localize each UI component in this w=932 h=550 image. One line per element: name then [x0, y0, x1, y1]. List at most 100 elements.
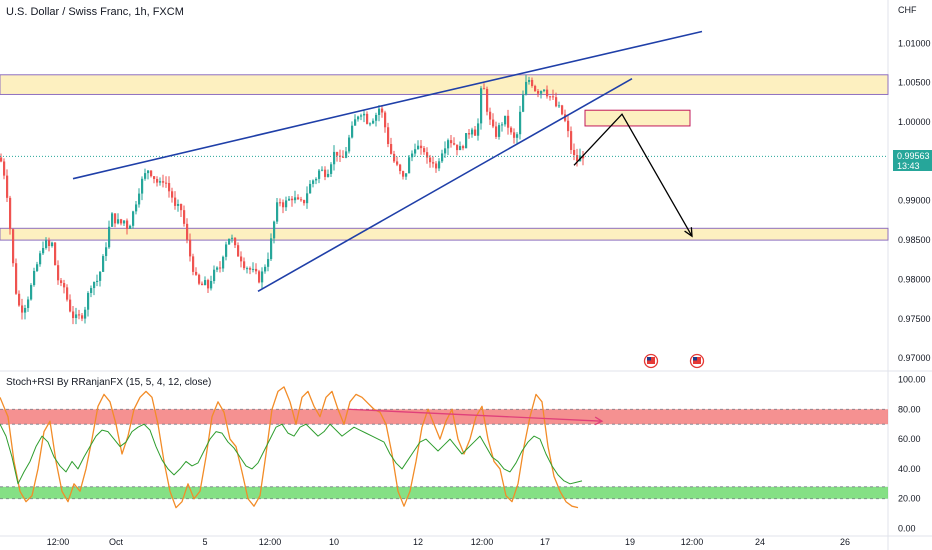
candle-body — [216, 267, 219, 270]
candle-body — [84, 309, 87, 319]
candle-body — [258, 271, 261, 283]
candle-body — [255, 268, 258, 272]
candle-body — [177, 203, 180, 206]
candle-body — [306, 193, 309, 204]
candle-body — [165, 182, 168, 184]
candle-body — [300, 199, 303, 201]
candle-body — [201, 283, 204, 286]
candle-body — [420, 145, 423, 149]
divergence-arrowhead — [594, 416, 604, 426]
candle-body — [435, 163, 438, 169]
candle-body — [54, 242, 57, 266]
candle-body — [57, 265, 60, 281]
candle-body — [336, 151, 339, 156]
candle-body — [348, 137, 351, 152]
overbought-band — [0, 409, 888, 425]
candle-body — [120, 219, 123, 224]
candle-body — [507, 115, 510, 128]
candle-body — [513, 132, 516, 138]
candle-body — [108, 226, 111, 248]
candle-body — [561, 105, 564, 115]
candle-body — [327, 173, 330, 177]
candle-body — [213, 269, 216, 282]
candle-body — [495, 126, 498, 137]
candle-body — [60, 280, 63, 284]
candle-body — [387, 127, 390, 145]
candle-body — [261, 271, 264, 283]
candle-body — [324, 169, 327, 177]
candle-body — [369, 123, 372, 125]
candle-body — [159, 181, 162, 183]
candle-body — [39, 253, 42, 265]
candle-body — [3, 161, 6, 176]
candle-body — [147, 170, 150, 174]
projection-arrowhead — [684, 227, 693, 238]
candle-body — [210, 281, 213, 289]
candle-body — [111, 213, 114, 227]
candle-body — [342, 156, 345, 158]
candle-body — [9, 197, 12, 230]
candle-body — [441, 153, 444, 162]
candle-body — [321, 169, 324, 171]
candle-body — [543, 89, 546, 92]
candle-body — [411, 153, 414, 158]
candle-body — [357, 116, 360, 120]
candle-body — [528, 79, 531, 82]
candle-body — [360, 115, 363, 117]
candle-body — [45, 240, 48, 249]
last-price-tag: 0.99563 13:43 — [893, 150, 932, 171]
indicator-tick-label: 60.00 — [898, 434, 921, 444]
candle-body — [402, 171, 405, 177]
candle-body — [525, 81, 528, 95]
candle-body — [297, 197, 300, 200]
candle-body — [138, 193, 141, 205]
candle-body — [150, 170, 153, 177]
candle-body — [81, 315, 84, 319]
candle-body — [162, 181, 165, 183]
candle-body — [75, 314, 78, 319]
candle-body — [246, 268, 249, 270]
candlestick-series — [0, 74, 585, 325]
time-tick-label: 17 — [540, 537, 550, 547]
candle-body — [231, 237, 234, 239]
candle-body — [315, 178, 318, 181]
candle-body — [330, 164, 333, 174]
candle-body — [174, 197, 177, 206]
projection-path — [573, 113, 693, 237]
candle-body — [144, 173, 147, 179]
candle-body — [480, 88, 483, 124]
candle-body — [396, 161, 399, 165]
candle-body — [414, 149, 417, 154]
candle-body — [399, 164, 402, 172]
price-tick-label: 0.98500 — [898, 235, 931, 245]
price-tick-label: 0.97500 — [898, 314, 931, 324]
candle-body — [390, 144, 393, 154]
candle-body — [279, 202, 282, 204]
time-tick-label: 12:00 — [47, 537, 70, 547]
candle-body — [351, 125, 354, 138]
candle-body — [90, 288, 93, 293]
candle-body — [345, 151, 348, 158]
candle-body — [462, 146, 465, 149]
candle-body — [102, 256, 105, 272]
candle-body — [333, 151, 336, 165]
candle-body — [12, 229, 15, 264]
candle-body — [204, 280, 207, 286]
candle-body — [501, 124, 504, 126]
candle-body — [378, 108, 381, 115]
candle-body — [522, 94, 525, 112]
candle-body — [573, 149, 576, 156]
candle-body — [456, 144, 459, 151]
indicator-title: Stoch+RSI By RRanjanFX (15, 5, 4, 12, cl… — [6, 377, 212, 388]
candle-body — [471, 129, 474, 135]
candle-body — [117, 219, 120, 224]
candle-body — [294, 197, 297, 201]
candle-body — [282, 202, 285, 208]
price-tick-label: 1.00000 — [898, 117, 931, 127]
candle-body — [291, 198, 294, 201]
indicator-tick-label: 20.00 — [898, 494, 921, 504]
candle-body — [267, 259, 270, 267]
candle-body — [207, 280, 210, 289]
